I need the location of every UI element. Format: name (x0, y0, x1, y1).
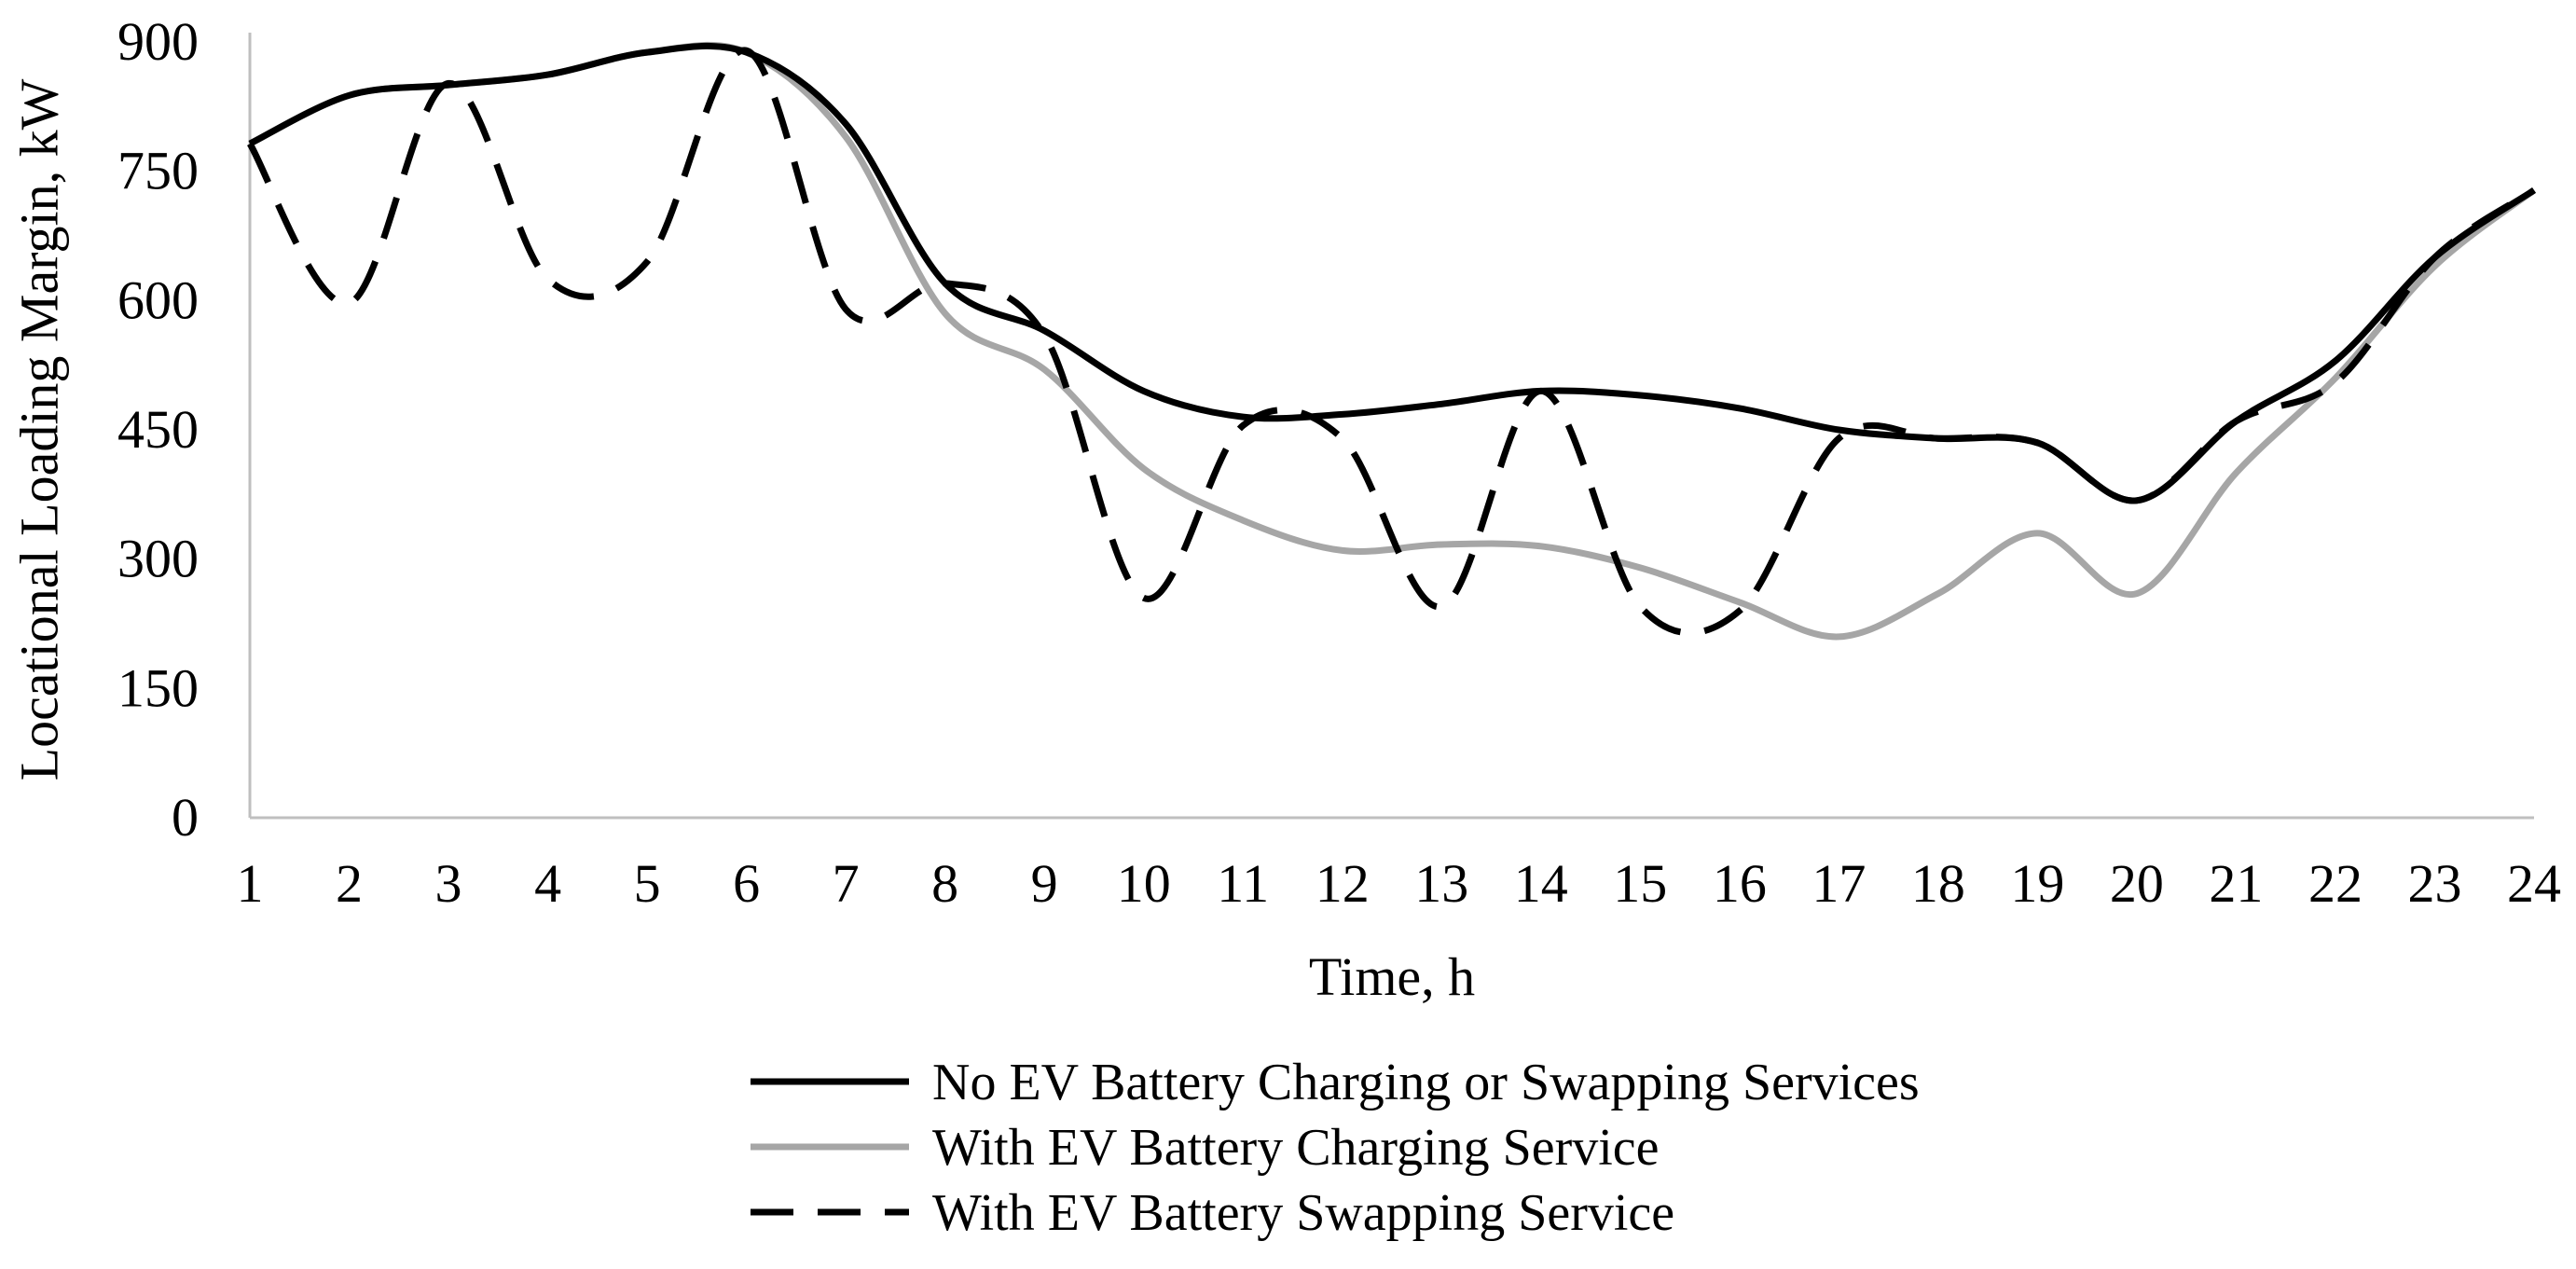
x-tick-label: 21 (2209, 853, 2263, 914)
x-tick-label: 13 (1414, 853, 1468, 914)
x-tick-label: 15 (1613, 853, 1667, 914)
y-tick-label: 750 (117, 141, 199, 201)
x-tick-label: 5 (634, 853, 661, 914)
y-tick-label: 300 (117, 529, 199, 589)
x-tick-label: 19 (2010, 853, 2064, 914)
y-tick-label: 600 (117, 269, 199, 330)
y-axis-title: Locational Loading Margin, kW (9, 78, 70, 780)
x-tick-label: 22 (2308, 853, 2362, 914)
x-tick-label: 24 (2507, 853, 2561, 914)
x-tick-label: 16 (1713, 853, 1767, 914)
y-tick-label: 450 (117, 399, 199, 460)
x-tick-label: 4 (534, 853, 561, 914)
series-line-no-ev-services (248, 42, 2536, 504)
x-tick-label: 1 (237, 853, 264, 914)
y-tick-label: 900 (117, 11, 199, 72)
x-tick-label: 9 (1031, 853, 1058, 914)
x-tick-label: 11 (1217, 853, 1269, 914)
y-tick-label: 0 (172, 787, 199, 848)
x-tick-label: 6 (733, 853, 760, 914)
legend-label-no-ev-services: No EV Battery Charging or Swapping Servi… (932, 1054, 1920, 1111)
y-tick-label: 150 (117, 657, 199, 718)
x-tick-label: 20 (2110, 853, 2164, 914)
legend-label-ev-charging: With EV Battery Charging Service (932, 1119, 1660, 1177)
x-tick-label: 12 (1316, 853, 1370, 914)
series-line-ev-charging (248, 41, 2537, 641)
x-tick-label: 10 (1117, 853, 1171, 914)
x-tick-label: 14 (1514, 853, 1568, 914)
x-tick-label: 23 (2407, 853, 2461, 914)
legend-label-ev-swapping: With EV Battery Swapping Service (932, 1184, 1674, 1242)
series-line-ev-swapping (246, 47, 2536, 637)
x-tick-label: 7 (833, 853, 860, 914)
x-tick-label: 2 (336, 853, 363, 914)
x-tick-label: 18 (1911, 853, 1965, 914)
x-tick-label: 8 (931, 853, 958, 914)
x-axis-title: Time, h (1309, 946, 1475, 1007)
x-tick-label: 17 (1811, 853, 1866, 914)
x-tick-label: 3 (435, 853, 462, 914)
